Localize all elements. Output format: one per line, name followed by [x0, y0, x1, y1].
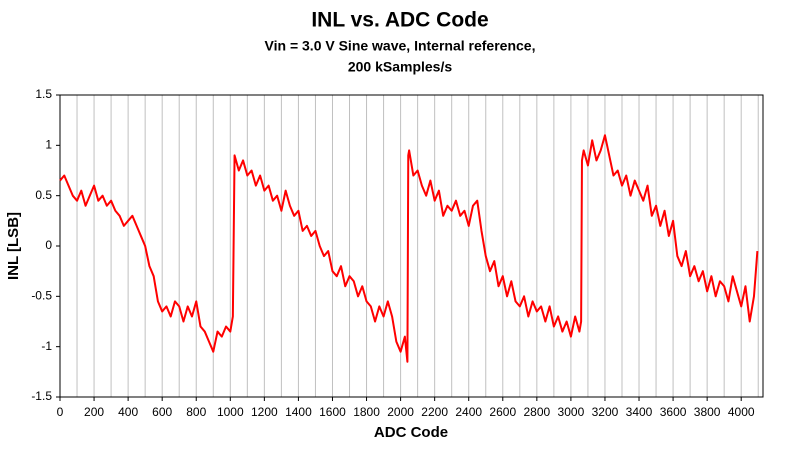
- x-tick-label: 3800: [694, 405, 721, 419]
- x-tick-label: 200: [84, 405, 104, 419]
- y-tick-label: -1.5: [31, 389, 52, 403]
- x-tick-label: 2800: [523, 405, 550, 419]
- y-tick-label: 1.5: [35, 87, 52, 101]
- y-tick-label: 0.5: [35, 188, 52, 202]
- x-tick-label: 1200: [251, 405, 278, 419]
- chart-title: INL vs. ADC Code: [311, 9, 488, 32]
- x-tick-label: 800: [186, 405, 206, 419]
- y-tick-label: -0.5: [31, 289, 52, 303]
- x-axis-label: ADC Code: [374, 424, 448, 441]
- x-tick-label: 2000: [387, 405, 414, 419]
- y-axis-label: INL [LSB]: [5, 212, 22, 280]
- x-tick-label: 1000: [217, 405, 244, 419]
- x-tick-label: 1600: [319, 405, 346, 419]
- x-tick-label: 1400: [285, 405, 312, 419]
- y-tick-label: -1: [41, 339, 52, 353]
- x-tick-label: 3000: [558, 405, 585, 419]
- x-tick-label: 3600: [660, 405, 687, 419]
- x-tick-label: 2200: [421, 405, 448, 419]
- chart-subtitle: 200 kSamples/s: [348, 59, 453, 75]
- x-tick-label: 0: [57, 405, 64, 419]
- x-tick-label: 1800: [353, 405, 380, 419]
- x-tick-label: 2400: [455, 405, 482, 419]
- x-tick-label: 3200: [592, 405, 619, 419]
- data-line: [59, 134, 759, 363]
- y-tick-label: 1: [45, 138, 52, 152]
- x-tick-label: 3400: [626, 405, 653, 419]
- x-tick-label: 4000: [728, 405, 755, 419]
- y-tick-label: 0: [45, 238, 52, 252]
- chart-subtitle: Vin = 3.0 V Sine wave, Internal referenc…: [265, 38, 536, 54]
- x-tick-label: 600: [152, 405, 172, 419]
- plot-frame: [59, 94, 764, 398]
- x-tick-label: 400: [118, 405, 138, 419]
- x-tick-label: 2600: [489, 405, 516, 419]
